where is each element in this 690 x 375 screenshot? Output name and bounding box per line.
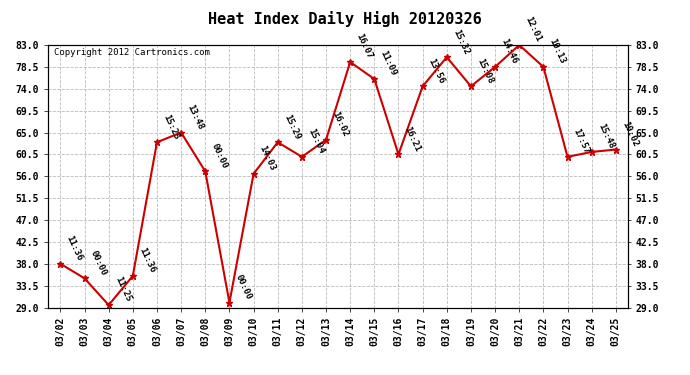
Text: 16:21: 16:21 [403,125,422,153]
Text: 11:36: 11:36 [65,234,84,262]
Text: Copyright 2012 Cartronics.com: Copyright 2012 Cartronics.com [54,48,210,57]
Text: 12:01: 12:01 [524,15,543,44]
Text: 11:25: 11:25 [113,276,132,304]
Text: 10:13: 10:13 [548,38,567,66]
Text: 00:00: 00:00 [234,273,253,301]
Text: 14:46: 14:46 [500,38,519,66]
Text: 00:00: 00:00 [210,142,229,170]
Text: 15:25: 15:25 [161,112,181,141]
Text: 11:09: 11:09 [379,50,398,78]
Text: 00:00: 00:00 [89,249,108,277]
Text: 13:48: 13:48 [186,103,205,131]
Text: 10:02: 10:02 [620,120,640,148]
Text: 14:03: 14:03 [258,144,277,172]
Text: 15:08: 15:08 [475,57,495,85]
Text: 15:04: 15:04 [306,127,326,155]
Text: 17:57: 17:57 [572,127,591,155]
Text: 15:29: 15:29 [282,112,302,141]
Text: 13:56: 13:56 [427,57,446,85]
Text: 16:07: 16:07 [355,33,374,61]
Text: 11:36: 11:36 [137,246,157,274]
Text: Heat Index Daily High 20120326: Heat Index Daily High 20120326 [208,11,482,27]
Text: 15:48: 15:48 [596,122,615,150]
Text: 16:02: 16:02 [331,110,350,138]
Text: 15:32: 15:32 [451,28,471,56]
